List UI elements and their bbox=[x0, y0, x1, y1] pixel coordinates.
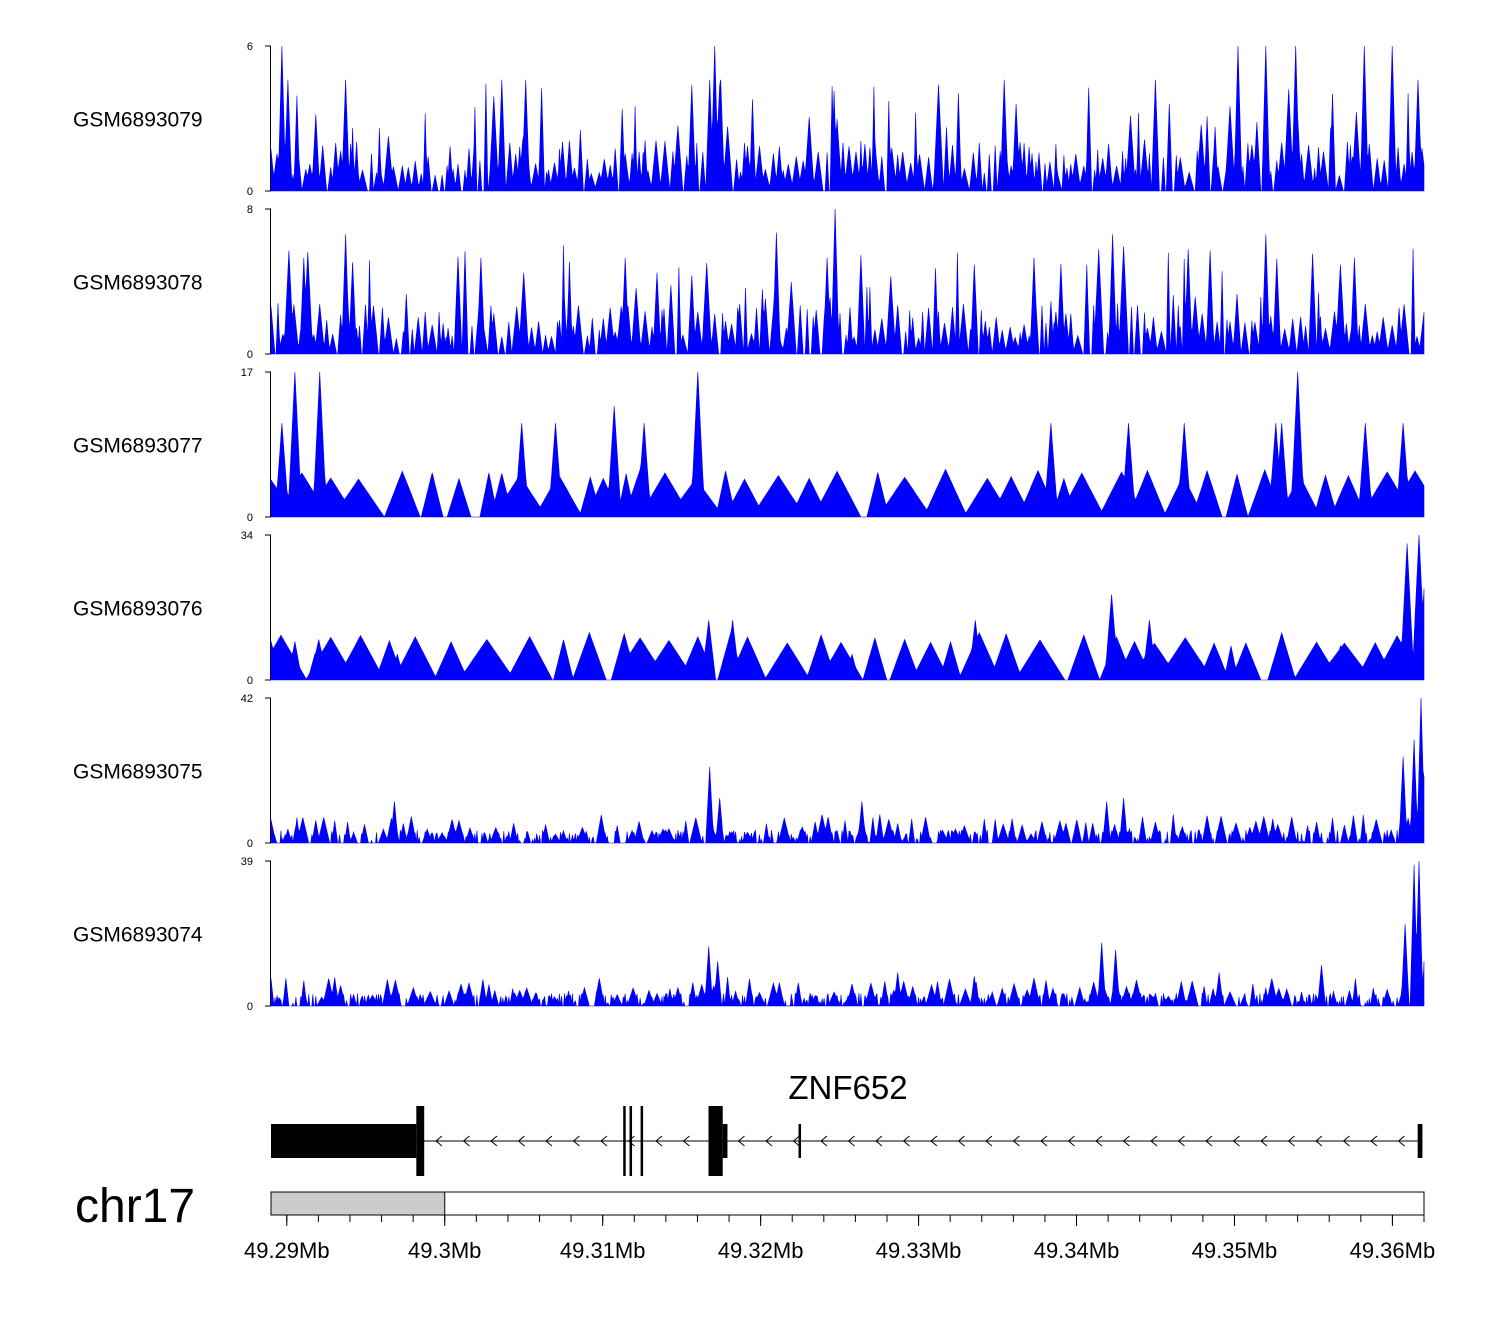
strand-arrow bbox=[957, 1135, 965, 1147]
coverage-area bbox=[270, 697, 1425, 845]
strand-arrow bbox=[545, 1135, 553, 1147]
strand-arrow bbox=[820, 1135, 828, 1147]
y-max-label: 39 bbox=[241, 856, 253, 868]
track-label: GSM6893077 bbox=[73, 435, 203, 458]
coverage-area bbox=[270, 371, 1425, 519]
strand-arrow bbox=[1095, 1135, 1103, 1147]
gene-exon-cds bbox=[708, 1106, 723, 1176]
y-max-label: 6 bbox=[247, 41, 253, 53]
track-GSM6893075: GSM6893075 42 0 bbox=[73, 693, 1425, 850]
strand-arrow bbox=[517, 1135, 525, 1147]
axis-tick-label: 49.29Mb bbox=[244, 1238, 330, 1263]
y-min-label: 0 bbox=[247, 186, 253, 198]
strand-arrow bbox=[1260, 1135, 1268, 1147]
strand-arrow bbox=[627, 1135, 635, 1147]
strand-arrow bbox=[1370, 1135, 1378, 1147]
gene-exon-utr bbox=[798, 1124, 802, 1158]
strand-arrow bbox=[1315, 1135, 1323, 1147]
gene-exon-cds bbox=[640, 1106, 644, 1176]
track-label: GSM6893074 bbox=[73, 924, 203, 947]
strand-arrow bbox=[1122, 1135, 1130, 1147]
strand-arrow bbox=[847, 1135, 855, 1147]
genome-axis: chr17 49.29Mb 49.3Mb 49.31Mb 49.32Mb 49.33Mb… bbox=[75, 1180, 1435, 1263]
strand-arrow bbox=[1232, 1135, 1240, 1147]
axis-tick-label: 49.33Mb bbox=[876, 1238, 962, 1263]
track-GSM6893077: GSM6893077 17 0 bbox=[73, 367, 1425, 524]
strand-arrow bbox=[1067, 1135, 1075, 1147]
axis-tick-label: 49.35Mb bbox=[1192, 1238, 1278, 1263]
track-GSM6893076: GSM6893076 34 0 bbox=[73, 530, 1425, 687]
strand-arrow bbox=[737, 1135, 745, 1147]
gene-exon-cds bbox=[416, 1106, 425, 1176]
gene-exon-utr bbox=[722, 1124, 728, 1158]
strand-arrow bbox=[875, 1135, 883, 1147]
y-min-label: 0 bbox=[247, 675, 253, 687]
strand-arrow bbox=[1150, 1135, 1158, 1147]
strand-arrow bbox=[462, 1135, 470, 1147]
strand-arrow bbox=[655, 1135, 663, 1147]
gene-exon-cds bbox=[623, 1106, 626, 1176]
coverage-area bbox=[270, 860, 1425, 1008]
coverage-area bbox=[270, 208, 1425, 355]
gene-annotation-track: ZNF652 bbox=[271, 1069, 1423, 1176]
strand-arrow bbox=[985, 1135, 993, 1147]
axis-tick-label: 49.3Mb bbox=[408, 1238, 481, 1263]
gene-exon-utr bbox=[271, 1124, 417, 1158]
track-label: GSM6893075 bbox=[73, 761, 203, 784]
strand-arrow bbox=[930, 1135, 938, 1147]
track-GSM6893079: GSM6893079 6 0 bbox=[73, 41, 1425, 198]
strand-arrow bbox=[1012, 1135, 1020, 1147]
strand-arrow bbox=[765, 1135, 773, 1147]
track-GSM6893078: GSM6893078 8 0 bbox=[73, 204, 1425, 361]
y-max-label: 34 bbox=[241, 530, 253, 542]
axis-tick-label: 49.31Mb bbox=[560, 1238, 646, 1263]
coverage-area bbox=[270, 45, 1425, 192]
strand-arrow bbox=[682, 1135, 690, 1147]
y-min-label: 0 bbox=[247, 838, 253, 850]
y-min-label: 0 bbox=[247, 512, 253, 524]
track-GSM6893074: GSM6893074 39 0 bbox=[73, 856, 1425, 1013]
strand-arrow bbox=[490, 1135, 498, 1147]
coverage-area bbox=[270, 534, 1425, 681]
strand-arrow bbox=[600, 1135, 608, 1147]
gene-name-label: ZNF652 bbox=[788, 1069, 907, 1106]
strand-arrow bbox=[1040, 1135, 1048, 1147]
y-min-label: 0 bbox=[247, 349, 253, 361]
y-max-label: 17 bbox=[241, 367, 253, 379]
gene-exon-cds bbox=[629, 1106, 633, 1176]
strand-arrow bbox=[1287, 1135, 1295, 1147]
strand-arrow bbox=[1205, 1135, 1213, 1147]
gene-exon-utr bbox=[1417, 1124, 1423, 1158]
strand-arrow bbox=[1342, 1135, 1350, 1147]
strand-arrow bbox=[792, 1135, 800, 1147]
track-label: GSM6893079 bbox=[73, 109, 203, 132]
track-label: GSM6893078 bbox=[73, 272, 203, 295]
strand-arrow bbox=[1397, 1135, 1405, 1147]
strand-arrow bbox=[572, 1135, 580, 1147]
axis-tick-label: 49.34Mb bbox=[1034, 1238, 1120, 1263]
chromosome-label: chr17 bbox=[75, 1180, 195, 1233]
strand-arrow bbox=[435, 1135, 443, 1147]
axis-tick-label: 49.36Mb bbox=[1350, 1238, 1436, 1263]
coverage-tracks: GSM689307960GSM689307880GSM6893077170GSM… bbox=[73, 41, 1425, 1013]
y-min-label: 0 bbox=[247, 1001, 253, 1013]
axis-highlight-region bbox=[270, 1191, 446, 1216]
strand-arrow bbox=[902, 1135, 910, 1147]
y-max-label: 8 bbox=[247, 204, 253, 216]
axis-tick-label: 49.32Mb bbox=[718, 1238, 804, 1263]
y-max-label: 42 bbox=[241, 693, 253, 705]
track-label: GSM6893076 bbox=[73, 598, 203, 621]
strand-arrow bbox=[1177, 1135, 1185, 1147]
